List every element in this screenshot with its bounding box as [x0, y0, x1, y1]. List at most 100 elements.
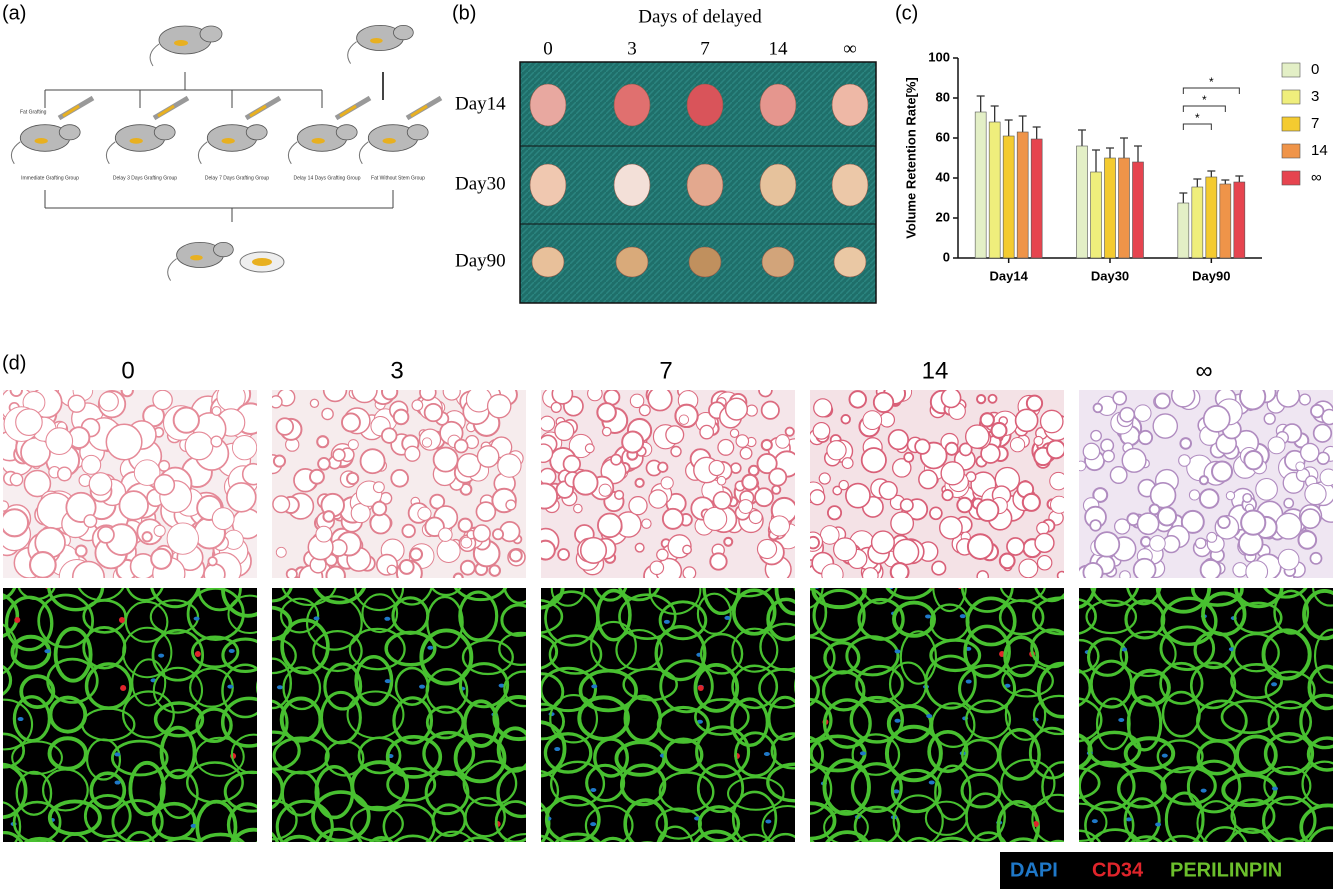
cd34 [355, 855, 361, 861]
he-image [810, 390, 1064, 578]
cell-membrane [1130, 835, 1163, 842]
adipocyte [436, 539, 461, 564]
adipocyte [929, 506, 943, 521]
adipocyte [371, 500, 388, 517]
adipocyte [1152, 413, 1179, 439]
adipocyte [1119, 406, 1135, 423]
adipocyte [488, 564, 501, 577]
cell-membrane [1159, 661, 1204, 705]
cell-membrane [1227, 827, 1273, 842]
cell-membrane [822, 698, 872, 749]
if-image [541, 580, 804, 842]
nucleus [313, 616, 320, 621]
cell-membrane [350, 760, 410, 812]
adipocyte [1154, 392, 1171, 410]
adipocyte [878, 480, 898, 501]
significance-label: * [1202, 93, 1207, 107]
adipocyte [272, 495, 291, 514]
cell-membrane [354, 588, 405, 612]
adipocyte [1039, 409, 1064, 434]
adipocyte [628, 495, 648, 516]
mouse-tail [10, 141, 21, 165]
adipocyte [1132, 557, 1157, 578]
fat-spot [311, 138, 325, 144]
mouse-head [393, 24, 414, 41]
cd34 [194, 651, 201, 657]
cell-membrane [368, 835, 394, 842]
adipocyte [573, 503, 583, 514]
nucleus [114, 752, 121, 757]
cell-membrane [730, 697, 770, 747]
adipocyte [754, 487, 774, 508]
syringe-fill [249, 104, 267, 118]
fat-graft [531, 246, 565, 278]
cell-membrane [997, 728, 1041, 781]
cell-membrane [458, 662, 510, 709]
cell-membrane [963, 624, 1011, 679]
fat-graft [759, 83, 797, 127]
cell-membrane [458, 590, 499, 642]
nucleus [158, 653, 165, 658]
adipocyte [1112, 390, 1128, 406]
cell-membrane [1032, 596, 1064, 636]
cell-membrane [766, 597, 795, 642]
adipocyte [938, 515, 963, 540]
adipocyte [476, 445, 500, 468]
mouse-head [58, 124, 81, 141]
adipocyte [1188, 489, 1201, 501]
cell-membrane [282, 666, 322, 711]
adipocyte [118, 490, 149, 521]
cell-membrane [1123, 797, 1161, 842]
column-label: 7 [659, 357, 672, 384]
cell-membrane [734, 731, 777, 778]
cell-membrane [12, 800, 62, 842]
adipocyte [1056, 570, 1064, 578]
adipocyte [958, 442, 973, 457]
cell-membrane [965, 699, 1012, 740]
cell-membrane [1220, 699, 1280, 735]
adipocyte [1243, 450, 1264, 471]
error-bar [976, 95, 985, 112]
adipocyte [649, 560, 665, 576]
panel-label: (a) [2, 2, 26, 24]
adipocyte [541, 415, 556, 432]
cell-membrane [693, 829, 739, 842]
adipocyte [1199, 558, 1222, 578]
cell-membrane [812, 588, 866, 642]
bar [1132, 161, 1144, 259]
adipocyte [541, 539, 556, 561]
cell-membrane [1276, 837, 1302, 842]
cell-membrane [541, 666, 597, 713]
adipocyte [272, 454, 287, 468]
adipocyte [15, 408, 43, 436]
significance-label: * [1195, 111, 1200, 125]
nucleus [554, 583, 560, 587]
cell-membrane [3, 732, 26, 769]
cell-membrane [1264, 670, 1316, 710]
cell-membrane [319, 690, 362, 745]
cell-membrane [1090, 588, 1140, 607]
cell-membrane [853, 805, 901, 842]
cell-membrane [149, 599, 200, 635]
adipocyte [621, 430, 645, 454]
cell-membrane [1155, 588, 1212, 614]
cell-membrane [1191, 588, 1244, 607]
cell-membrane [584, 804, 634, 842]
adipocyte [1090, 429, 1102, 442]
cell-membrane [1004, 688, 1047, 741]
adipocyte [386, 564, 398, 576]
nucleus [697, 580, 703, 584]
adipocyte [1295, 461, 1305, 472]
adipocyte [738, 499, 754, 514]
adipocyte [703, 506, 728, 531]
adipocyte [775, 434, 790, 449]
column-label: 7 [700, 38, 710, 59]
cell-membrane [195, 799, 238, 842]
bar [1090, 171, 1102, 259]
cell-membrane [960, 772, 1002, 809]
nucleus [17, 717, 24, 722]
adipocyte [562, 454, 582, 474]
nucleus [798, 584, 804, 588]
adipocyte [419, 390, 437, 402]
